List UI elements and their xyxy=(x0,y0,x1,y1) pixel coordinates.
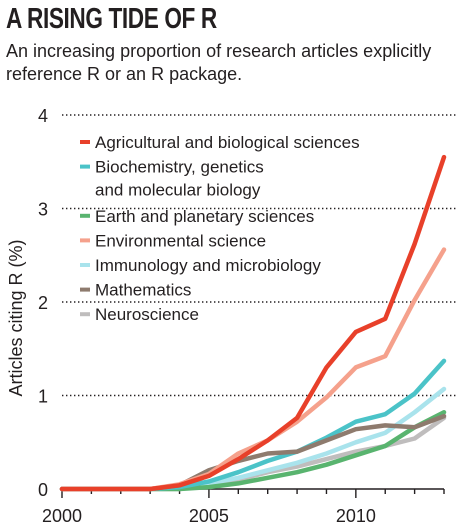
y-tick-label: 3 xyxy=(38,200,48,220)
legend-label: Neuroscience xyxy=(95,305,199,324)
series-line-1 xyxy=(59,154,447,492)
legend: Agricultural and biological sciences Bioc… xyxy=(80,133,360,324)
legend-label: and molecular biology xyxy=(95,181,261,200)
x-tick-label: 2000 xyxy=(42,506,82,526)
y-tick-label: 1 xyxy=(38,387,48,407)
legend-label: Agricultural and biological sciences xyxy=(95,133,360,152)
axes: 0 1 2 3 4 2000 2005 2010 xyxy=(38,106,445,526)
series-line-5 xyxy=(59,386,447,492)
chart-title: A RISING TIDE OF R xyxy=(6,3,217,35)
x-tick-label: 2005 xyxy=(189,506,229,526)
legend-label: Biochemistry, genetics xyxy=(95,158,264,177)
y-tick-label: 2 xyxy=(38,293,48,313)
y-axis-label: Articles citing R (%) xyxy=(6,239,26,396)
legend-label: Mathematics xyxy=(95,281,191,300)
series-lines xyxy=(59,154,447,492)
y-tick-label: 4 xyxy=(38,106,48,126)
chart-subtitle: An increasing proportion of research art… xyxy=(6,41,432,84)
x-tick-label: 2010 xyxy=(336,506,376,526)
legend-label: Environmental science xyxy=(95,231,266,250)
legend-label: Earth and planetary sciences xyxy=(95,207,314,226)
y-tick-label: 0 xyxy=(38,480,48,500)
legend-label: Immunology and microbiology xyxy=(95,256,321,275)
